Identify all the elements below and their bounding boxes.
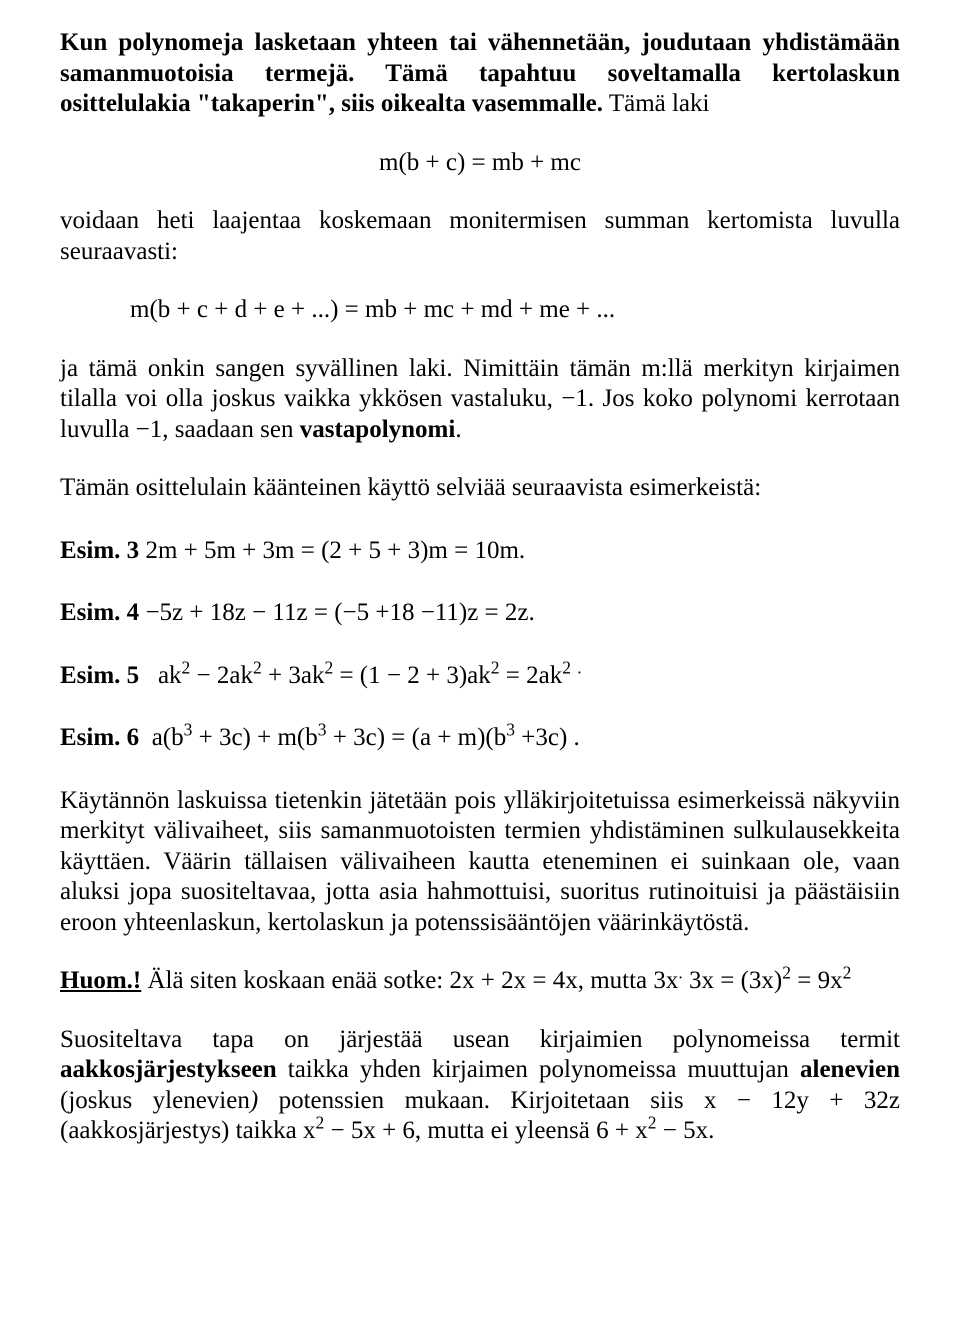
note-row: Huom.! Älä siten koskaan enää sotke: 2x … (60, 966, 900, 997)
example-6: Esim. 6 a(b3 + 3c) + m(b3 + 3c) = (a + m… (60, 723, 900, 754)
intro-paragraph: Kun polynomeja lasketaan yhteen tai vähe… (60, 28, 900, 120)
equation-2: m(b + c + d + e + ...) = mb + mc + md + … (60, 295, 900, 326)
example-5: Esim. 5 ak2 − 2ak2 + 3ak2 = (1 − 2 + 3)a… (60, 661, 900, 692)
p6-f: ) (250, 1087, 258, 1114)
p3-part-c: . (455, 416, 461, 443)
example-6-body: a(b3 + 3c) + m(b3 + 3c) = (a + m)(b3 +3c… (139, 724, 580, 751)
document-page: Kun polynomeja lasketaan yhteen tai vähe… (0, 0, 960, 1335)
p6-d: alenevien (800, 1056, 900, 1083)
p6-c: taikka yhden kirjaimen polynomeissa muut… (277, 1056, 800, 1083)
p3-part-a: ja tämä onkin sangen syvällinen laki. Ni… (60, 355, 900, 443)
intro-bold: Kun polynomeja lasketaan yhteen tai vähe… (60, 29, 900, 117)
p6-a: Suositeltava tapa on järjestää usean kir… (60, 1026, 900, 1053)
note-body: Älä siten koskaan enää sotke: 2x + 2x = … (148, 967, 852, 994)
example-4-body: −5z + 18z − 11z = (−5 +18 −11)z = 2z. (139, 599, 535, 626)
paragraph-2: voidaan heti laajentaa koskemaan moniter… (60, 206, 900, 267)
example-3: Esim. 3 2m + 5m + 3m = (2 + 5 + 3)m = 10… (60, 536, 900, 567)
paragraph-3: ja tämä onkin sangen syvällinen laki. Ni… (60, 354, 900, 446)
example-3-body: 2m + 5m + 3m = (2 + 5 + 3)m = 10m. (139, 537, 525, 564)
p6-b: aakkosjärjestykseen (60, 1056, 277, 1083)
example-3-label: Esim. 3 (60, 537, 139, 564)
p6-tail: 2 − 5x + 6, mutta ei yleensä 6 + x2 − 5x… (315, 1117, 714, 1144)
example-5-label: Esim. 5 (60, 662, 139, 689)
example-5-body: ak2 − 2ak2 + 3ak2 = (1 − 2 + 3)ak2 = 2ak… (139, 662, 581, 689)
note-label: Huom.! (60, 967, 141, 994)
example-6-label: Esim. 6 (60, 724, 139, 751)
p6-e: (joskus ylenevien (60, 1087, 250, 1114)
equation-1: m(b + c) = mb + mc (60, 148, 900, 179)
example-4: Esim. 4 −5z + 18z − 11z = (−5 +18 −11)z … (60, 598, 900, 629)
intro-tail: Tämä laki (603, 90, 709, 117)
p3-bold: vastapolynomi (300, 416, 456, 443)
paragraph-6: Suositeltava tapa on järjestää usean kir… (60, 1025, 900, 1147)
paragraph-4: Tämän osittelulain käänteinen käyttö sel… (60, 473, 900, 504)
paragraph-5: Käytännön laskuissa tietenkin jätetään p… (60, 786, 900, 939)
example-4-label: Esim. 4 (60, 599, 139, 626)
